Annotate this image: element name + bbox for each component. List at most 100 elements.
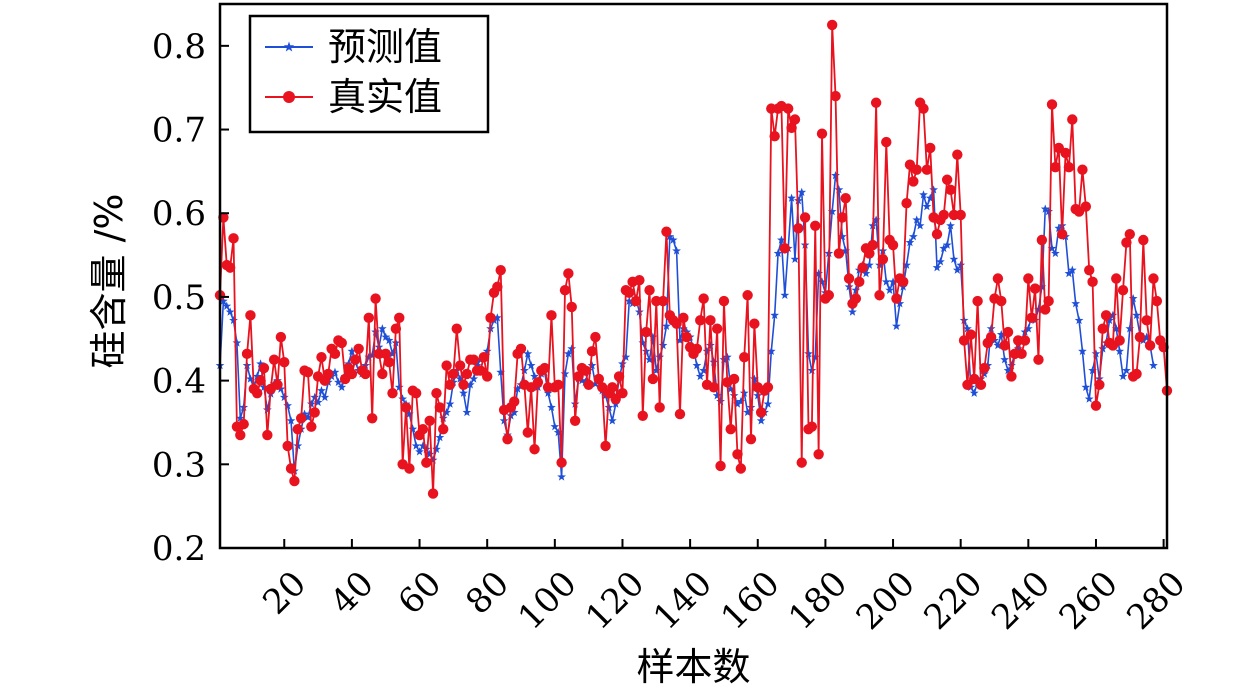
data-point [591,379,600,388]
data-point [1054,223,1064,233]
data-point [915,221,925,230]
data-point [235,429,246,441]
data-point [1063,162,1075,173]
data-point [408,424,418,433]
data-point [799,212,811,223]
data-point [1125,324,1135,333]
data-point [925,193,935,202]
data-point [888,277,898,286]
data-point [462,407,472,417]
data-point [963,324,972,333]
data-point [695,371,705,381]
data-point [939,243,949,253]
data-point [861,268,871,278]
data-point [911,164,922,175]
data-point [1141,315,1152,326]
data-point [654,402,665,413]
data-point [952,149,963,160]
data-point [817,277,827,286]
data-point [813,449,824,460]
data-point [640,326,652,338]
data-point [573,371,584,382]
plot-series [214,19,1173,499]
y-tick-label: 0.2 [152,529,206,569]
data-point [289,475,300,487]
data-point [985,331,997,343]
data-point [569,415,581,426]
data-point [908,232,918,241]
data-point [887,239,899,251]
x-tick-label: 160 [713,564,787,638]
data-point [509,396,520,407]
data-point [275,331,287,343]
data-point [661,226,672,237]
data-point [834,185,844,194]
data-point [786,122,797,134]
data-point [1087,276,1098,288]
data-point [468,354,479,365]
data-point [1090,400,1102,411]
data-point [293,441,303,450]
data-point [1149,360,1158,370]
data-point [682,327,692,336]
data-point [268,354,280,365]
data-point [431,387,442,399]
data-point [921,164,933,175]
data-point [958,335,970,346]
data-point [658,340,668,350]
data-point [1117,285,1129,296]
data-point [739,388,749,397]
data-point [762,382,774,393]
data-point [1114,335,1125,346]
data-point [1080,201,1092,212]
data-point [698,293,709,304]
data-point [993,340,1003,350]
data-point [559,285,571,296]
data-point [647,373,659,385]
legend-label-actual: 真实值 [328,75,442,119]
data-point [870,97,882,108]
x-tick-label: 100 [511,564,585,638]
data-point [1084,394,1094,403]
data-point [885,285,895,294]
data-point [428,455,438,464]
data-point [692,360,702,370]
data-point [459,388,468,397]
data-point [1144,340,1156,351]
data-point [252,387,263,399]
data-point [532,377,544,388]
data-point [509,407,519,417]
data-point [651,365,661,375]
data-point [695,315,706,326]
data-point [543,388,553,397]
data-point [360,368,371,380]
data-point [427,488,439,499]
data-point [1091,349,1101,358]
data-point [434,402,446,413]
x-tick-label: 220 [916,564,990,638]
data-point [816,128,828,139]
data-point [1105,315,1114,325]
data-point [804,349,813,358]
data-point [610,393,621,405]
data-point [384,335,394,345]
x-tick-label: 240 [984,564,1058,638]
data-point [833,248,845,259]
data-point [936,257,945,266]
data-point [556,457,567,468]
data-point [1132,310,1141,320]
series-line [219,174,1155,478]
data-point [672,246,681,255]
legend: 预测值 真实值 [248,14,490,134]
data-point [367,350,377,360]
data-point [925,142,936,154]
data-point [259,382,269,392]
data-point [262,429,273,441]
y-tick-label: 0.3 [152,445,206,485]
data-point [557,472,566,481]
data-point [336,337,347,349]
data-point [732,449,743,460]
data-point [415,447,424,456]
data-point [645,355,654,364]
data-point [912,215,922,224]
